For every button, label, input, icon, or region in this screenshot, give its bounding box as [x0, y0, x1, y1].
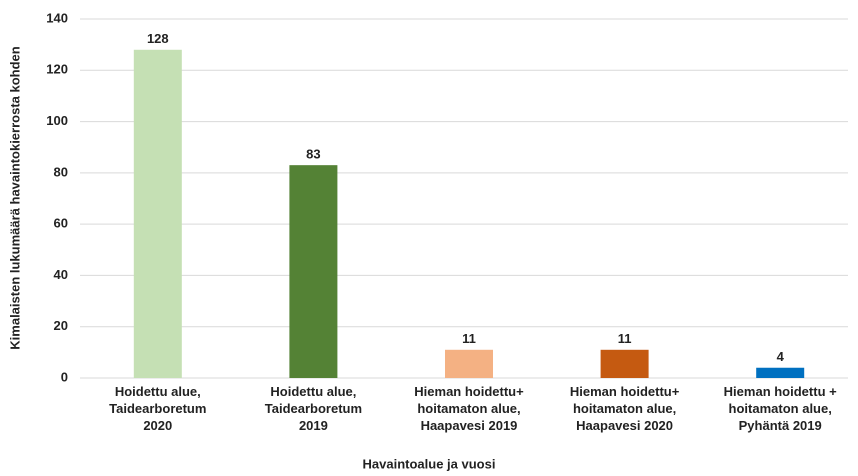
bar [289, 165, 338, 378]
value-label: 11 [618, 331, 632, 346]
y-tick-label: 140 [46, 10, 68, 25]
value-label: 11 [462, 331, 476, 346]
y-tick-label: 100 [46, 113, 68, 128]
value-label: 128 [147, 31, 169, 46]
x-tick-label: Hoidettu alue, Taidearboretum 2020 [109, 384, 206, 433]
x-tick-label: Hieman hoidettu + hoitamaton alue, Pyhäntä… [724, 384, 837, 433]
y-tick-label: 80 [54, 164, 68, 179]
bar [445, 349, 493, 378]
y-tick-label: 120 [46, 62, 68, 77]
y-tick-label: 60 [54, 216, 68, 231]
x-tick-label: Hoidettu alue, Taidearboretum 2019 [265, 384, 362, 433]
y-axis-title: Kimalaisten lukumäärä havaintokierrosta … [7, 46, 22, 349]
bar [756, 367, 805, 378]
y-tick-label: 40 [54, 267, 68, 282]
bar [600, 349, 649, 378]
x-tick-label: Hieman hoidettu+ hoitamaton alue, Haapaves… [570, 384, 680, 433]
x-tick-label: Hieman hoidettu+ hoitamaton alue, Haapaves… [414, 384, 524, 433]
y-tick-label: 20 [54, 318, 68, 333]
y-tick-label: 0 [61, 369, 68, 384]
bar [133, 49, 182, 379]
x-axis-title: Havaintoalue ja vuosi [363, 456, 496, 471]
value-label: 4 [777, 349, 785, 364]
value-label: 83 [306, 147, 320, 162]
